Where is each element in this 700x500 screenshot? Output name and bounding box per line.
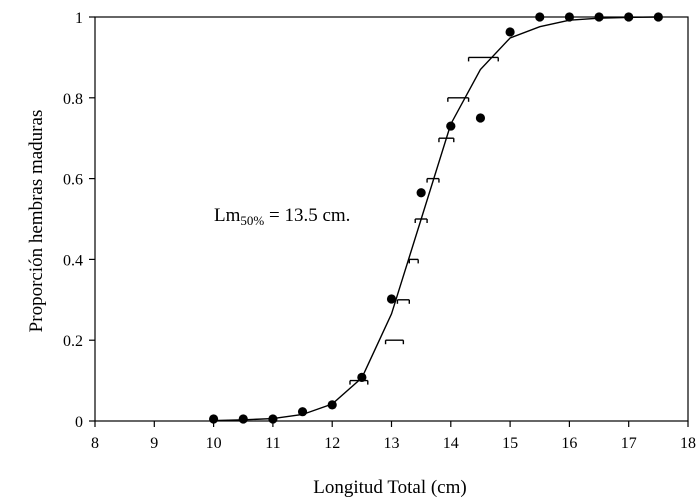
confidence-interval xyxy=(426,177,440,183)
y-tick-label: 0.2 xyxy=(63,333,83,350)
x-tick-label: 14 xyxy=(443,435,459,452)
lm50-annotation: Lm50% = 13.5 cm. xyxy=(214,205,350,228)
y-tick-label: 0.6 xyxy=(63,172,83,189)
axis-layer: 8 9 10 11 12 13 14 15 16 17 18 0 0.2 0.4 0.6 0.8 1 xyxy=(63,10,696,452)
x-tick-label: 8 xyxy=(91,435,99,452)
plot-frame xyxy=(94,16,689,422)
x-tick-label: 9 xyxy=(150,435,158,452)
observed-point xyxy=(505,27,515,37)
y-tick-label: 0.8 xyxy=(63,91,83,108)
confidence-interval xyxy=(349,379,369,385)
x-tick-label: 10 xyxy=(206,435,222,452)
observed-point xyxy=(238,414,248,424)
lm50-subscript: 50% xyxy=(240,213,264,228)
observed-point xyxy=(386,294,397,304)
x-tick-label: 15 xyxy=(502,435,518,452)
observed-point xyxy=(297,407,308,417)
observed-point xyxy=(357,372,367,382)
x-tick-label: 17 xyxy=(621,435,637,452)
x-tick-label: 13 xyxy=(384,435,400,452)
observed-point xyxy=(475,113,486,123)
x-tick-label: 18 xyxy=(680,435,696,452)
confidence-interval xyxy=(408,258,419,264)
observed-point xyxy=(446,121,456,131)
x-axis-label: Longitud Total (cm) xyxy=(313,477,466,498)
confidence-interval xyxy=(467,56,499,62)
y-tick-label: 1 xyxy=(75,10,83,27)
confidence-interval xyxy=(438,137,455,143)
confidence-interval xyxy=(384,339,405,345)
plot-layer xyxy=(209,12,663,424)
y-axis-label: Proporción hembras maduras xyxy=(26,110,47,333)
observed-point xyxy=(327,400,337,410)
fitted-curve xyxy=(213,16,659,422)
confidence-interval xyxy=(414,218,428,223)
confidence-interval xyxy=(396,299,410,304)
x-tick-label: 12 xyxy=(324,435,340,452)
observed-point xyxy=(416,188,426,198)
y-tick-label: 0.4 xyxy=(63,252,83,269)
confidence-interval xyxy=(447,97,470,102)
lm50-prefix: Lm xyxy=(214,205,241,226)
x-tick-label: 11 xyxy=(265,435,280,452)
x-tick-label: 16 xyxy=(561,435,577,452)
lm50-suffix: = 13.5 cm. xyxy=(264,205,350,226)
y-tick-label: 0 xyxy=(75,414,83,431)
